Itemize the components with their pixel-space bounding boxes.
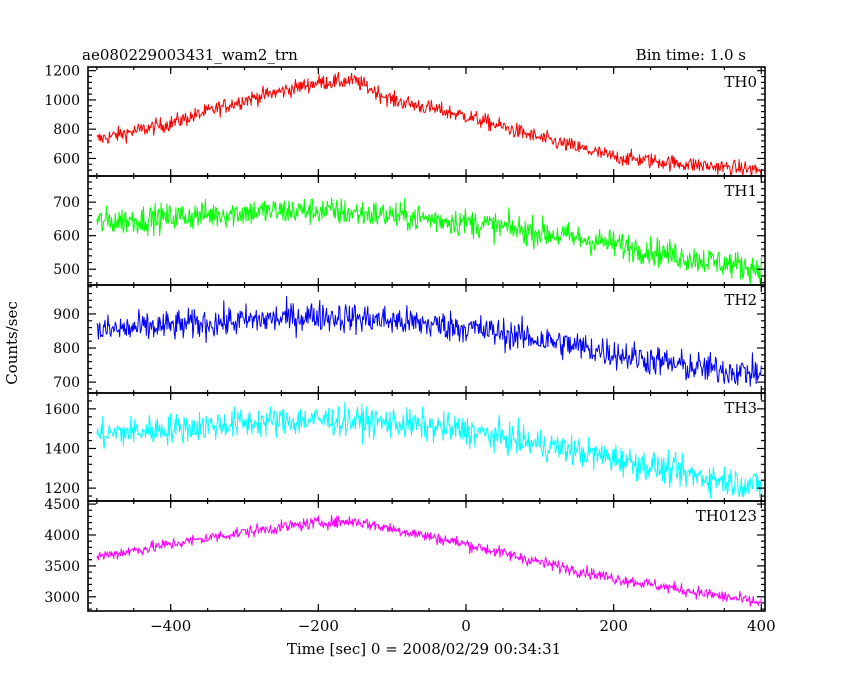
panel-label-th0123: TH0123 — [696, 507, 757, 525]
panel-label-th0: TH0 — [724, 73, 757, 91]
panel-th0: 600 800 1000 1200 TH0 — [44, 64, 766, 177]
panel-th0123: 3000 3500 4000 4500 TH0123 — [44, 497, 766, 612]
y-tick-label: 600 — [53, 229, 80, 245]
x-tick-label: 400 — [747, 617, 776, 635]
y-tick-label: 4000 — [44, 528, 80, 544]
y-tick-label: 1200 — [44, 481, 80, 497]
x-tick-label: −200 — [298, 617, 339, 635]
plot-title: ae080229003431_wam2_trn — [82, 46, 298, 64]
y-tick-label: 700 — [53, 375, 80, 391]
panels-group: 600 800 1000 1200 TH0 500 600 700 TH1 700 800 900 TH… — [44, 64, 766, 612]
series-line-th0123 — [96, 514, 762, 607]
y-tick-label: 3500 — [44, 559, 80, 575]
x-axis-label: Time [sec] 0 = 2008/02/29 00:34:31 — [287, 640, 561, 658]
x-axis: −400 −200 0 200 400 — [150, 617, 776, 635]
series-line-th2 — [96, 295, 762, 387]
x-tick-label: 200 — [599, 617, 628, 635]
y-tick-label: 4500 — [44, 497, 80, 513]
series-line-th3 — [96, 401, 762, 499]
y-tick-label: 3000 — [44, 590, 80, 606]
bin-time-label: Bin time: 1.0 s — [636, 46, 746, 64]
y-axis-label: Counts/sec — [3, 301, 21, 385]
panel-label-th3: TH3 — [724, 399, 757, 417]
y-tick-label: 1200 — [44, 64, 80, 80]
y-tick-label: 1000 — [44, 93, 80, 109]
panel-frame — [87, 175, 766, 286]
x-tick-label: −400 — [150, 617, 191, 635]
y-tick-label: 900 — [53, 307, 80, 323]
panel-th1: 500 600 700 TH1 — [53, 175, 766, 286]
panel-th2: 700 800 900 TH2 — [53, 284, 766, 394]
panel-label-th1: TH1 — [724, 182, 757, 200]
panel-frame — [87, 392, 766, 502]
y-tick-label: 700 — [53, 195, 80, 211]
y-tick-label: 1400 — [44, 441, 80, 457]
panel-frame — [87, 500, 766, 612]
series-line-th0 — [96, 71, 762, 176]
y-tick-label: 800 — [53, 341, 80, 357]
y-tick-label: 1600 — [44, 402, 80, 418]
x-tick-label: 0 — [461, 617, 471, 635]
y-tick-label: 800 — [53, 122, 80, 138]
y-tick-label: 600 — [53, 151, 80, 167]
panel-label-th2: TH2 — [724, 291, 757, 309]
panel-th3: 1200 1400 1600 TH3 — [44, 392, 766, 502]
panel-frame — [87, 284, 766, 394]
series-line-th1 — [96, 197, 762, 285]
y-tick-label: 500 — [53, 262, 80, 278]
